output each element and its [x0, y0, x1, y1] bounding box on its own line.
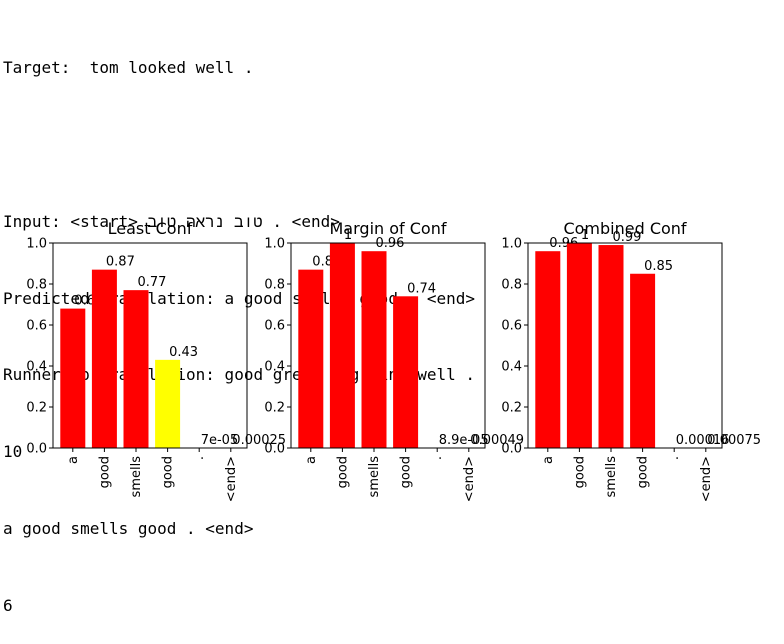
x-tick-label: <end> [224, 456, 239, 502]
x-tick-label: smells [367, 456, 382, 498]
data-label: 0.74 [407, 281, 436, 296]
y-tick-label: 1.0 [501, 237, 522, 252]
y-tick-label: 0.2 [264, 401, 285, 416]
x-tick-label: . [192, 456, 207, 460]
bar [567, 243, 592, 448]
y-tick-label: 0.0 [264, 442, 285, 457]
x-tick-label: good [97, 456, 112, 488]
y-tick-label: 1.0 [26, 237, 47, 252]
x-tick-label: <end> [462, 456, 477, 502]
y-tick-label: 0.8 [264, 278, 285, 293]
x-tick-label: . [430, 456, 445, 460]
data-label: 0.96 [376, 236, 405, 251]
y-tick-label: 0.8 [501, 278, 522, 293]
y-tick-label: 0.8 [26, 278, 47, 293]
y-tick-label: 0.0 [501, 442, 522, 457]
data-label: 1 [344, 228, 352, 243]
bar [92, 270, 117, 448]
bar [599, 245, 624, 448]
data-label: 0.43 [169, 345, 198, 360]
y-tick-label: 0.4 [264, 360, 285, 375]
bar [362, 251, 387, 448]
y-tick-label: 0.0 [26, 442, 47, 457]
x-tick-label: a [541, 456, 556, 464]
data-label: 1 [581, 228, 589, 243]
x-tick-label: smells [129, 456, 144, 498]
y-tick-label: 1.0 [264, 237, 285, 252]
x-tick-label: a [66, 456, 81, 464]
bar [393, 296, 418, 448]
y-tick-label: 0.2 [501, 401, 522, 416]
y-tick-label: 0.4 [501, 360, 522, 375]
index-line: 6 [3, 593, 475, 619]
x-tick-label: . [667, 456, 682, 460]
bar [124, 290, 149, 448]
x-tick-label: <end> [699, 456, 714, 502]
target-line: Target: tom looked well . [3, 55, 475, 81]
y-tick-label: 0.6 [26, 319, 47, 334]
bar [630, 274, 655, 448]
y-tick-label: 0.4 [26, 360, 47, 375]
x-tick-label: good [399, 456, 414, 488]
y-tick-label: 0.6 [501, 319, 522, 334]
x-tick-label: smells [604, 456, 619, 498]
bar [298, 270, 323, 448]
x-tick-label: good [161, 456, 176, 488]
y-tick-label: 0.2 [26, 401, 47, 416]
blank-line [3, 132, 475, 158]
x-tick-label: good [636, 456, 651, 488]
data-label: 0.85 [644, 259, 673, 274]
x-tick-label: a [304, 456, 319, 464]
data-label: 0.77 [138, 275, 167, 290]
bar [330, 243, 355, 448]
data-label: 0.00075 [707, 433, 761, 448]
chart-title: Least Conf [108, 219, 193, 238]
bar [535, 251, 560, 448]
x-tick-label: good [335, 456, 350, 488]
chart-figure: Least Conf0.00.20.40.60.81.00.68a0.87goo… [0, 212, 784, 523]
bar [155, 360, 180, 448]
x-tick-label: good [572, 456, 587, 488]
bar [60, 309, 85, 448]
data-label: 0.87 [106, 255, 135, 270]
y-tick-label: 0.6 [264, 319, 285, 334]
